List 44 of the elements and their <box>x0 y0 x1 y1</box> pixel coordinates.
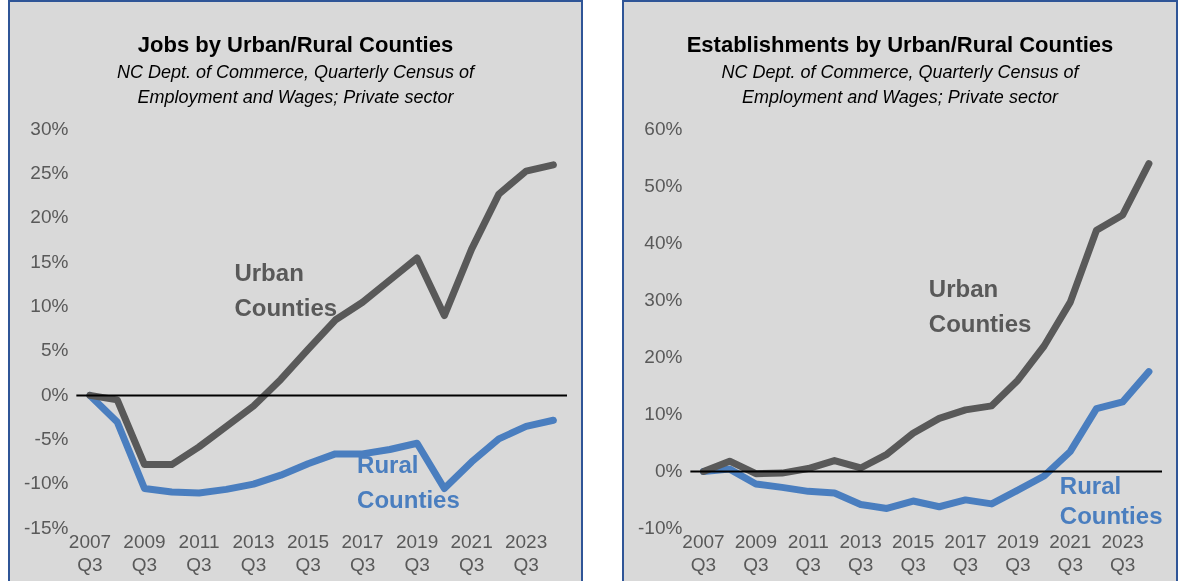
y-tick-label: -5% <box>34 427 69 449</box>
y-tick-label: 30% <box>30 117 69 139</box>
x-tick-label: 2011 Q3 <box>787 531 829 575</box>
chart-subtitle: NC Dept. of Commerce, Quarterly Census of Employment and Wages; Private sector <box>720 61 1081 109</box>
y-tick-label: 15% <box>30 250 69 272</box>
x-tick-label: 2019 Q3 <box>996 531 1040 575</box>
x-tick-label: 2013 Q3 <box>839 531 882 575</box>
chart-title: Jobs by Urban/Rural Counties <box>136 32 455 58</box>
y-tick-label: 5% <box>40 339 69 361</box>
y-tick-label: 10% <box>644 402 683 424</box>
y-tick-label: 20% <box>644 345 683 367</box>
x-tick-label: 2007 Q3 <box>68 531 112 575</box>
x-tick-label: 2011 Q3 <box>178 531 220 575</box>
series-label: Urban Counties <box>234 259 338 322</box>
series-label: Rural Counties <box>1059 472 1163 530</box>
x-tick-label: 2021 Q3 <box>1049 531 1092 575</box>
y-tick-label: 20% <box>30 206 69 228</box>
x-tick-label: 2007 Q3 <box>682 531 725 575</box>
y-tick-label: 60% <box>644 117 683 139</box>
series-label: Urban Counties <box>928 274 1032 337</box>
y-tick-label: 0% <box>654 459 683 481</box>
y-tick-label: -10% <box>638 516 683 538</box>
y-tick-label: -15% <box>24 516 69 538</box>
x-tick-label: 2021 Q3 <box>450 531 493 575</box>
y-tick-label: 25% <box>30 161 69 183</box>
x-tick-label: 2023 Q3 <box>1101 531 1144 575</box>
x-tick-label: 2013 Q3 <box>232 531 275 575</box>
x-tick-label: 2009 Q3 <box>123 531 166 575</box>
series-label: Rural Counties <box>357 450 460 513</box>
x-tick-label: 2017 Q3 <box>944 531 987 575</box>
y-tick-label: 50% <box>644 174 683 196</box>
x-tick-label: 2009 Q3 <box>734 531 777 575</box>
x-tick-label: 2019 Q3 <box>395 531 439 575</box>
x-tick-label: 2015 Q3 <box>286 531 330 575</box>
y-tick-label: -10% <box>24 472 69 494</box>
x-tick-label: 2015 Q3 <box>891 531 935 575</box>
chart-title: Establishments by Urban/Rural Counties <box>685 32 1115 58</box>
chart-subtitle: NC Dept. of Commerce, Quarterly Census of Employment and Wages; Private sector <box>115 61 477 109</box>
x-tick-label: 2023 Q3 <box>504 531 548 575</box>
y-tick-label: 30% <box>644 288 683 310</box>
y-tick-label: 10% <box>30 294 69 316</box>
x-tick-label: 2017 Q3 <box>341 531 384 575</box>
y-tick-label: 40% <box>644 231 683 253</box>
y-tick-label: 0% <box>40 383 69 405</box>
